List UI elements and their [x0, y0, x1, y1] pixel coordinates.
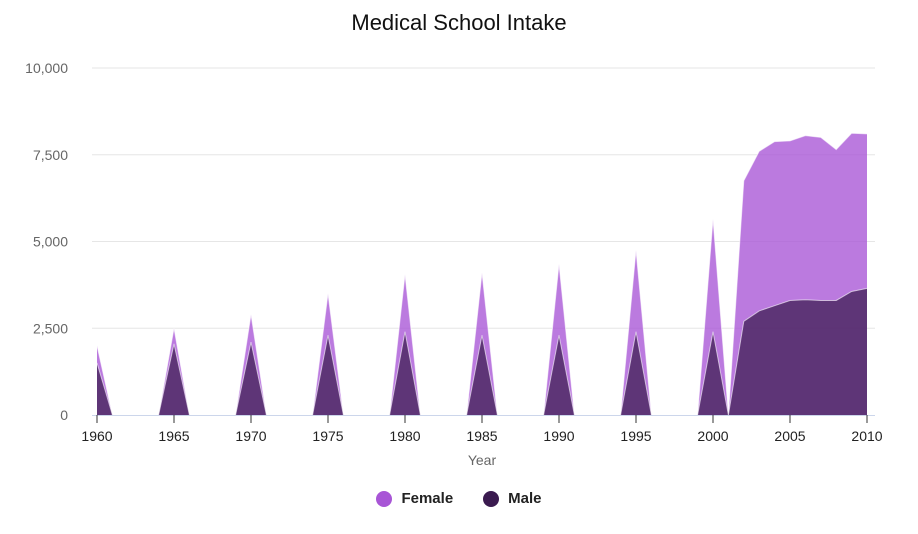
series-layer: [96, 132, 868, 416]
x-axis-title: Year: [468, 452, 497, 468]
legend-label-male: Male: [508, 490, 542, 507]
chart-title: Medical School Intake: [351, 10, 567, 35]
x-tick-label: 2010: [851, 428, 882, 444]
legend-marker-female: [376, 490, 393, 507]
x-tick-label: 2000: [697, 428, 728, 444]
x-tick-label: 1970: [235, 428, 266, 444]
legend-label-female: Female: [401, 490, 454, 507]
legend-marker-male: [483, 490, 500, 507]
x-tick-label: 1990: [543, 428, 574, 444]
x-tick-label: 1960: [81, 428, 112, 444]
x-tick-label: 1965: [158, 428, 189, 444]
x-tick-label: 1975: [312, 428, 343, 444]
y-tick-label: 7,500: [33, 147, 68, 163]
legend-item-female[interactable]: Female: [376, 490, 453, 507]
y-tick-label: 2,500: [33, 320, 68, 336]
area-male[interactable]: [97, 288, 867, 415]
y-tick-label: 10,000: [25, 60, 68, 76]
legend: Female Male: [0, 490, 918, 507]
axis-layer: 0 2,500 5,000 7,500 10,000 1960 1965 1970 1975 19…: [25, 60, 883, 444]
x-tick-label: 1980: [389, 428, 420, 444]
x-tick-label: 2005: [774, 428, 805, 444]
x-tick-label: 1995: [620, 428, 651, 444]
y-tick-label: 0: [60, 407, 68, 423]
legend-item-male[interactable]: Male: [483, 490, 542, 507]
y-tick-label: 5,000: [33, 234, 68, 250]
x-tick-label: 1985: [466, 428, 497, 444]
